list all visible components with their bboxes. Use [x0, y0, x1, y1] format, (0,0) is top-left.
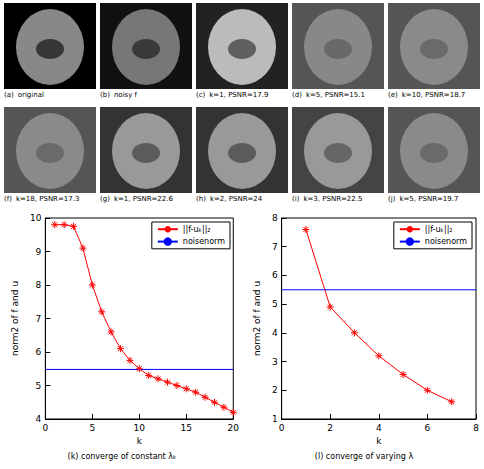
svg-text:4: 4	[272, 328, 278, 338]
svg-text:norm2 of f and u: norm2 of f and u	[10, 281, 20, 356]
svg-text:4: 4	[36, 414, 42, 424]
svg-text:k: k	[376, 436, 382, 446]
svg-text:||f-uₖ||₂: ||f-uₖ||₂	[183, 225, 211, 234]
svg-text:10: 10	[30, 213, 42, 223]
svg-text:0: 0	[279, 423, 285, 433]
svg-text:||f-uₖ||₂: ||f-uₖ||₂	[425, 225, 453, 234]
svg-text:0: 0	[42, 423, 48, 433]
html-text:(e): (e)	[388, 91, 398, 99]
html-text:(f): (f)	[4, 195, 12, 203]
html-text:(h): (h)	[196, 195, 206, 203]
svg-text:9: 9	[36, 247, 42, 257]
html-text:(b): (b)	[100, 91, 110, 99]
html-text:k=18, PSNR=17.3: k=18, PSNR=17.3	[15, 195, 80, 203]
svg-text:k: k	[137, 436, 143, 446]
html-text:(j): (j)	[388, 195, 396, 203]
html-text:noisy f: noisy f	[113, 91, 138, 99]
html-text:(i): (i)	[292, 195, 300, 203]
svg-text:8: 8	[36, 280, 42, 290]
svg-text:8: 8	[473, 423, 479, 433]
html-text:k=5, PSNR=19.7: k=5, PSNR=19.7	[399, 195, 459, 203]
svg-text:5: 5	[272, 299, 278, 309]
html-text:(c): (c)	[196, 91, 206, 99]
html-text:k=1, PSNR=22.6: k=1, PSNR=22.6	[113, 195, 173, 203]
html-text:(a): (a)	[4, 91, 14, 99]
svg-text:2: 2	[272, 385, 278, 395]
svg-text:15: 15	[181, 423, 192, 433]
html-text:k=5, PSNR=15.1: k=5, PSNR=15.1	[305, 91, 365, 99]
svg-text:6: 6	[272, 270, 278, 280]
svg-text:6: 6	[425, 423, 431, 433]
svg-text:6: 6	[36, 347, 42, 357]
html-text:original: original	[17, 91, 44, 99]
svg-text:(l) converge of varying λ: (l) converge of varying λ	[315, 452, 414, 461]
svg-text:(k) converge of constant λₖ: (k) converge of constant λₖ	[68, 452, 177, 461]
html-text:k=2, PSNR=24: k=2, PSNR=24	[209, 195, 263, 203]
svg-text:7: 7	[272, 242, 278, 252]
svg-text:5: 5	[36, 381, 42, 391]
svg-text:7: 7	[36, 314, 42, 324]
html-text:(d): (d)	[292, 91, 302, 99]
html-text:k=1, PSNR=17.9: k=1, PSNR=17.9	[209, 91, 269, 99]
html-text:k=10, PSNR=18.7: k=10, PSNR=18.7	[401, 91, 466, 99]
svg-text:8: 8	[272, 213, 278, 223]
html-text:(g): (g)	[100, 195, 110, 203]
svg-text:5: 5	[89, 423, 95, 433]
svg-text:10: 10	[134, 423, 146, 433]
svg-text:noisenorm: noisenorm	[425, 237, 467, 246]
html-text:k=3, PSNR=22.5: k=3, PSNR=22.5	[303, 195, 363, 203]
svg-text:20: 20	[228, 423, 240, 433]
svg-text:noisenorm: noisenorm	[183, 237, 225, 246]
svg-text:4: 4	[376, 423, 382, 433]
svg-text:2: 2	[327, 423, 333, 433]
svg-text:1: 1	[272, 414, 278, 424]
svg-text:norm2 of f and u: norm2 of f and u	[252, 281, 262, 356]
svg-text:3: 3	[272, 357, 278, 367]
